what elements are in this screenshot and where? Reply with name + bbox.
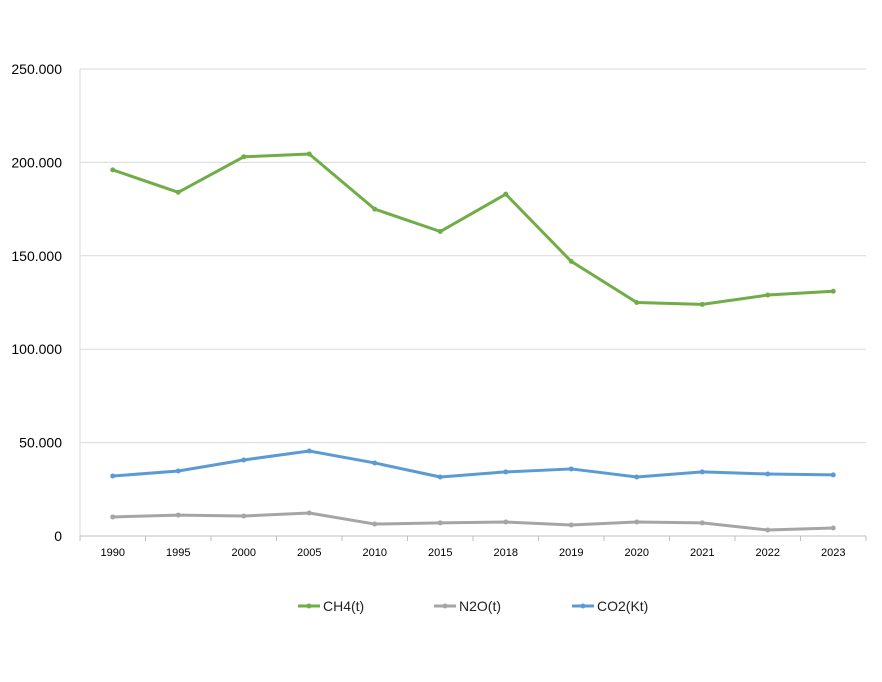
data-point: [175, 512, 181, 518]
data-point: [437, 474, 443, 480]
x-tick-label: 2023: [821, 547, 845, 559]
data-point: [110, 473, 116, 479]
y-tick-label: 0: [54, 528, 62, 544]
data-point: [306, 151, 312, 157]
y-tick-label: 250.000: [11, 61, 62, 77]
series-line-0: [112, 152, 834, 306]
gridlines: [80, 68, 866, 444]
y-tick-label: 50.000: [19, 435, 62, 451]
x-tick-label: 2019: [559, 547, 583, 559]
x-tick-label: 2018: [494, 547, 518, 559]
series-line-1: [112, 511, 834, 532]
data-point: [634, 300, 640, 305]
x-tick-label: 2021: [690, 547, 714, 559]
data-point: [503, 191, 509, 197]
data-point: [437, 229, 443, 235]
data-point: [306, 510, 312, 516]
legend-label: CO2(Kt): [597, 598, 648, 614]
x-tick-label: 2005: [297, 547, 321, 559]
data-point: [765, 471, 771, 477]
x-tick-label: 2022: [756, 547, 780, 559]
x-tick-label: 2010: [363, 547, 387, 559]
x-axis: 1990 1995 2000 2005 2010 2015 2018 2019 2020 2021…: [79, 69, 867, 559]
legend: CH4(t) N2O(t) CO2(Kt): [298, 598, 648, 614]
x-tick-label: 2015: [428, 547, 452, 559]
legend-label: CH4(t): [323, 598, 364, 614]
data-point: [830, 288, 836, 294]
data-point: [110, 167, 116, 173]
data-point: [306, 448, 312, 454]
data-point: [372, 460, 378, 466]
data-point: [175, 468, 181, 474]
data-point: [699, 520, 705, 526]
data-point: [634, 474, 640, 480]
y-tick-label: 200.000: [11, 154, 62, 170]
y-tick-label: 100.000: [11, 341, 62, 357]
data-point: [437, 520, 443, 526]
data-point: [765, 527, 771, 533]
legend-marker: [442, 603, 448, 609]
data-point: [568, 466, 574, 472]
x-tick-label: 1990: [101, 547, 125, 559]
x-tick-label: 2000: [232, 547, 256, 559]
data-point: [110, 514, 116, 520]
data-point: [568, 258, 574, 264]
data-point: [830, 525, 836, 531]
series-line-2: [112, 449, 834, 479]
data-point: [699, 469, 705, 475]
data-point: [503, 469, 509, 475]
data-point: [699, 301, 705, 307]
data-point: [175, 189, 181, 195]
data-point: [634, 519, 640, 525]
legend-marker: [580, 603, 586, 609]
x-tick-label: 1995: [166, 547, 190, 559]
y-axis: 0 50.000 100.000 150.000 200.000 250.000: [11, 61, 62, 544]
data-point: [568, 522, 574, 528]
data-point: [503, 519, 509, 525]
data-point: [241, 513, 247, 519]
legend-label: N2O(t): [459, 598, 501, 614]
data-point: [372, 206, 378, 212]
data-point: [372, 521, 378, 527]
data-point: [241, 154, 247, 160]
legend-marker: [306, 603, 312, 609]
data-point: [830, 472, 836, 478]
series-lines: [110, 151, 836, 533]
data-point: [241, 457, 247, 463]
x-tick-label: 2020: [625, 547, 649, 559]
data-point: [765, 292, 771, 298]
y-tick-label: 150.000: [11, 248, 62, 264]
